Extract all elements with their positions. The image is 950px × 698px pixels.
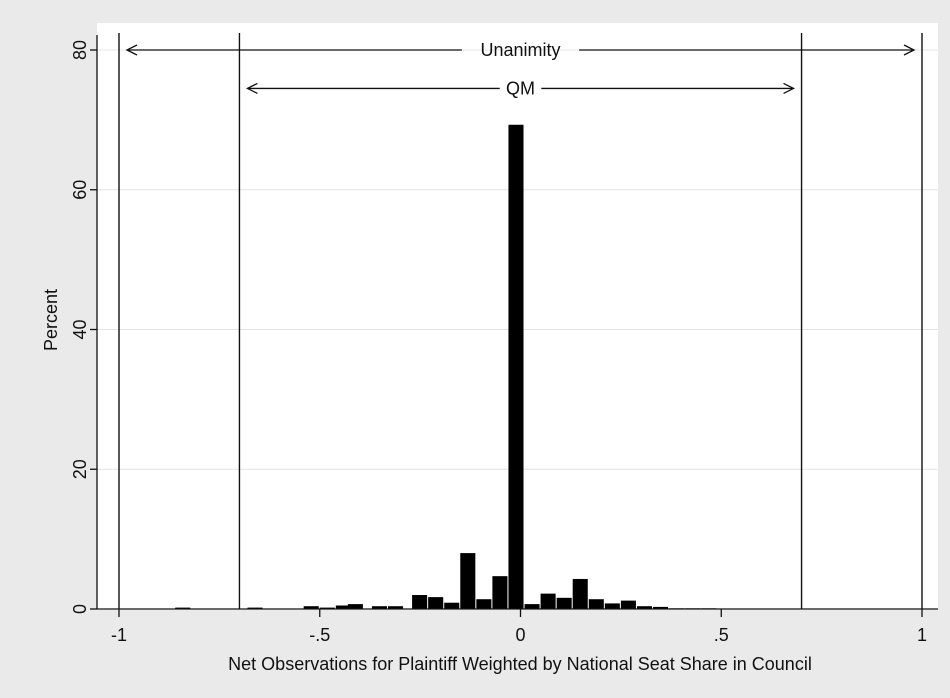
y-tick-label: 60 <box>70 180 90 200</box>
annotation-arrowhead <box>903 44 916 56</box>
annotation-arrowhead <box>783 82 796 95</box>
histogram-bar <box>492 576 508 609</box>
histogram-bar <box>588 599 604 609</box>
histogram-bar <box>428 597 444 609</box>
x-tick-label: .5 <box>714 625 729 645</box>
histogram-bar <box>460 553 476 609</box>
y-tick-label: 20 <box>70 459 90 479</box>
histogram-bar <box>347 604 363 609</box>
histogram-bar <box>476 599 492 609</box>
histogram-bar <box>540 593 556 609</box>
histogram-bar <box>652 606 669 609</box>
y-axis-title: Percent <box>41 289 61 351</box>
histogram-bar <box>444 602 460 609</box>
histogram-bar <box>524 604 540 609</box>
histogram-bar <box>371 606 388 609</box>
histogram-bar <box>604 603 620 609</box>
histogram-bar <box>175 607 191 609</box>
x-tick-label: 1 <box>917 625 927 645</box>
histogram-bar <box>412 595 428 609</box>
histogram-bar <box>572 578 588 609</box>
x-tick-label: -.5 <box>309 625 330 645</box>
x-tick-label: -1 <box>111 625 127 645</box>
y-tick-label: 80 <box>70 40 90 60</box>
annotation-label: QM <box>506 78 535 98</box>
histogram-bar <box>508 124 524 610</box>
x-tick-label: 0 <box>515 625 525 645</box>
x-axis-title: Net Observations for Plaintiff Weighted … <box>228 654 812 674</box>
histogram-bar <box>247 607 263 609</box>
range-annotations: Unanimity QM <box>125 40 916 98</box>
y-tick-label: 0 <box>70 604 90 614</box>
histogram-bar <box>388 606 404 609</box>
histogram-bars <box>175 124 717 610</box>
histogram-bar <box>556 597 572 609</box>
annotation-label: Unanimity <box>480 40 560 60</box>
vertical-reference-lines <box>118 33 923 609</box>
histogram-bar <box>620 600 636 609</box>
axes: 0 20 40 60 80 -1 -.5 0 .5 1 <box>70 35 938 645</box>
annotation-arrowhead <box>245 82 258 95</box>
y-tick-label: 40 <box>70 319 90 339</box>
histogram-bar <box>319 607 335 609</box>
histogram-bar <box>636 606 652 609</box>
histogram-bar <box>303 606 319 609</box>
annotation-arrowhead <box>125 44 138 56</box>
histogram-bar <box>335 605 351 609</box>
